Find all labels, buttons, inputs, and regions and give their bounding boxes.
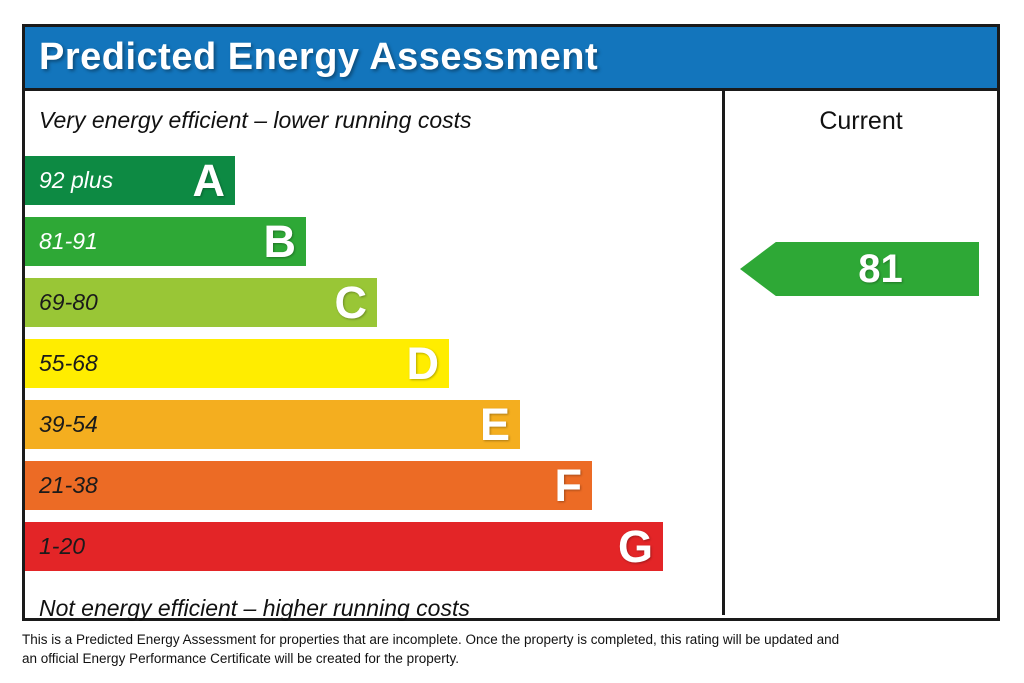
band-range-label: 1-20 <box>39 533 86 559</box>
epc-bands: 92 plus A 81-91 B 69-80 C 55-68 D 39-54 E 21-38 F 1-… <box>25 156 722 571</box>
band-range-label: 55-68 <box>39 350 98 376</box>
band-letter: A <box>192 155 226 206</box>
rating-chart: Very energy efficient – lower running co… <box>25 91 725 621</box>
epc-band-a: 92 plus A <box>25 156 235 205</box>
band-range-label: 69-80 <box>39 289 98 315</box>
epc-band-e: 39-54 E <box>25 400 520 449</box>
current-rating-value: 81 <box>858 246 903 291</box>
epc-band-g: 1-20 G <box>25 522 663 571</box>
band-letter: D <box>406 338 440 389</box>
certificate-body: Very energy efficient – lower running co… <box>25 91 997 621</box>
band-letter: F <box>554 460 583 511</box>
band-range-label: 39-54 <box>39 411 98 437</box>
band-letter: C <box>334 277 368 328</box>
epc-certificate: Predicted Energy Assessment Very energy … <box>22 24 1000 621</box>
band-letter: B <box>263 216 297 267</box>
band-letter: E <box>479 399 510 450</box>
current-column-header: Current <box>819 107 903 135</box>
epc-band-b: 81-91 B <box>25 217 306 266</box>
current-rating-arrow: 81 <box>740 242 979 296</box>
caption-not-efficient: Not energy efficient – higher running co… <box>39 595 470 621</box>
epc-band-d: 55-68 D <box>25 339 449 388</box>
caption-efficient: Very energy efficient – lower running co… <box>39 107 472 133</box>
band-letter: G <box>617 521 653 572</box>
page-title: Predicted Energy Assessment <box>39 36 599 78</box>
title-bar: Predicted Energy Assessment <box>25 27 997 91</box>
band-range-label: 21-38 <box>39 472 98 498</box>
epc-band-c: 69-80 C <box>25 278 377 327</box>
current-column: Current 81 <box>725 91 997 615</box>
footer-disclaimer: This is a Predicted Energy Assessment fo… <box>22 632 840 667</box>
epc-band-f: 21-38 F <box>25 461 592 510</box>
band-range-label: 92 plus <box>39 167 114 193</box>
band-range-label: 81-91 <box>39 228 98 254</box>
